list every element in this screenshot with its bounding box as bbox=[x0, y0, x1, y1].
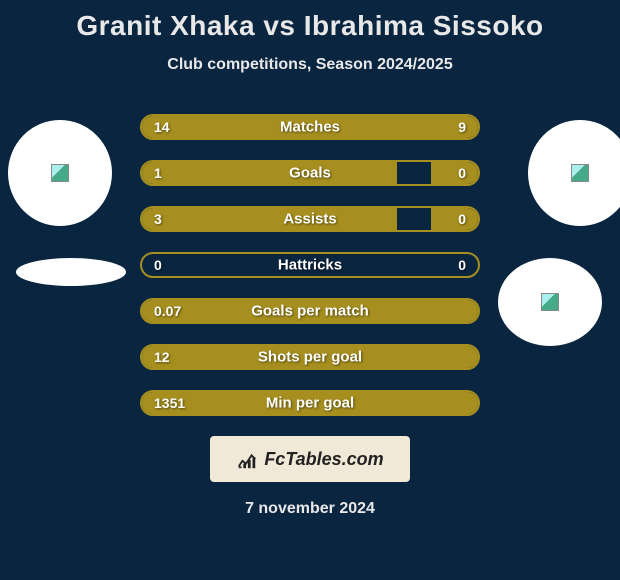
stat-row: Assists 3 0 bbox=[140, 206, 480, 232]
stat-fill-right bbox=[431, 162, 478, 184]
stat-row: Hattricks 0 0 bbox=[140, 252, 480, 278]
stat-value-left: 0 bbox=[154, 257, 162, 273]
stat-value-right: 0 bbox=[458, 165, 466, 181]
stat-value-right: 0 bbox=[458, 257, 466, 273]
stat-row: Goals per match 0.07 bbox=[140, 298, 480, 324]
stats-container: Matches149Goals10Assists30Hattricks00Goa… bbox=[140, 114, 480, 416]
stat-value-left: 1 bbox=[154, 165, 162, 181]
stat-row: Min per goal 1351 bbox=[140, 390, 480, 416]
stat-label: Assists bbox=[283, 211, 336, 228]
footer-brand-text: FcTables.com bbox=[264, 449, 383, 470]
stat-row: Goals 1 0 bbox=[140, 160, 480, 186]
stat-label: Min per goal bbox=[266, 395, 354, 412]
stat-fill-left bbox=[142, 162, 397, 184]
date-label: 7 november 2024 bbox=[0, 500, 620, 518]
player1-shadow bbox=[16, 258, 126, 286]
player1-crest bbox=[8, 120, 112, 226]
stat-label: Goals bbox=[289, 165, 331, 182]
broken-image-icon bbox=[571, 164, 589, 182]
broken-image-icon bbox=[51, 164, 69, 182]
stat-value-left: 14 bbox=[154, 119, 170, 135]
player2-nation bbox=[498, 258, 602, 346]
stat-value-right: 9 bbox=[458, 119, 466, 135]
stat-row: Matches 14 9 bbox=[140, 114, 480, 140]
stat-label: Matches bbox=[280, 119, 340, 136]
chart-icon bbox=[236, 448, 258, 470]
stat-value-left: 12 bbox=[154, 349, 170, 365]
footer-logo: FcTables.com bbox=[210, 436, 410, 482]
subtitle: Club competitions, Season 2024/2025 bbox=[0, 56, 620, 74]
stat-value-left: 3 bbox=[154, 211, 162, 227]
stat-label: Hattricks bbox=[278, 257, 342, 274]
stat-value-left: 0.07 bbox=[154, 303, 181, 319]
stat-value-right: 0 bbox=[458, 211, 466, 227]
stat-fill-right bbox=[431, 208, 478, 230]
stat-label: Shots per goal bbox=[258, 349, 362, 366]
player2-crest bbox=[528, 120, 620, 226]
page-title: Granit Xhaka vs Ibrahima Sissoko bbox=[0, 0, 620, 42]
stat-row: Shots per goal 12 bbox=[140, 344, 480, 370]
broken-image-icon bbox=[541, 293, 559, 311]
stat-fill-left bbox=[142, 208, 397, 230]
stat-value-left: 1351 bbox=[154, 395, 185, 411]
stat-label: Goals per match bbox=[251, 303, 369, 320]
